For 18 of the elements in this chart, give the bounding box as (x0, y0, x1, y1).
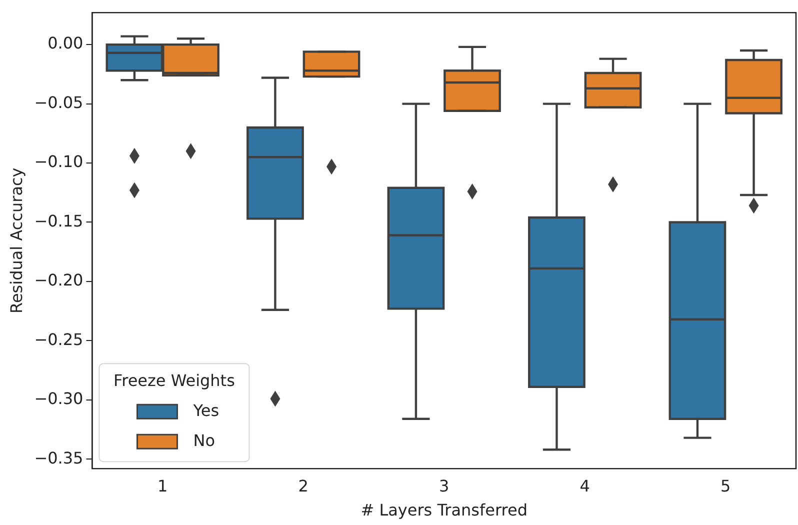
x-axis-title: # Layers Transferred (360, 500, 528, 520)
y-tick-label: −0.30 (34, 389, 84, 408)
x-tick-label: 2 (298, 476, 308, 496)
x-tick-label: 4 (580, 476, 590, 496)
y-tick-label: −0.20 (34, 270, 84, 290)
y-axis-title: Residual Accuracy (6, 168, 26, 314)
y-tick-label: −0.05 (34, 92, 84, 112)
y-tick-label: −0.35 (34, 448, 84, 468)
y-tick-label: −0.15 (34, 211, 84, 230)
y-tick-label: −0.25 (34, 330, 84, 349)
y-tick-label: 0.00 (48, 34, 84, 53)
legend-title: Freeze Weights (114, 370, 235, 390)
x-tick-label: 3 (439, 476, 450, 496)
y-tick-label: −0.10 (34, 152, 84, 172)
legend-label: No (193, 430, 215, 450)
legend-label: Yes (192, 400, 220, 420)
x-tick-label: 5 (720, 476, 731, 496)
x-tick-label: 1 (158, 476, 168, 496)
